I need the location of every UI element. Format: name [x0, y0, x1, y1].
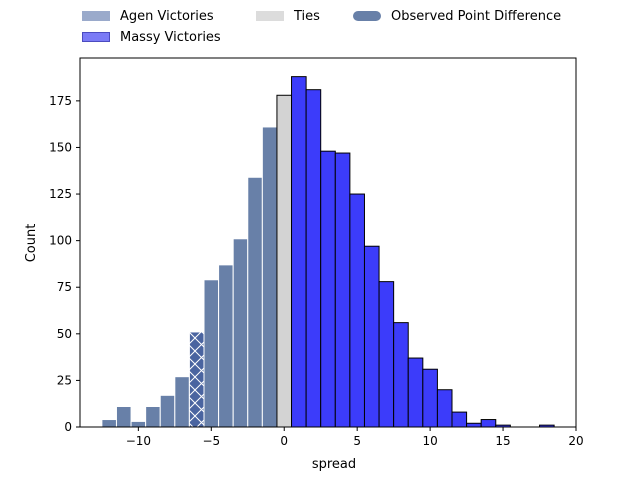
bar-massy-victories-1 — [305, 89, 322, 428]
legend-item-observed: Observed Point Difference — [353, 6, 561, 26]
legend-swatch-massy — [82, 32, 110, 42]
bar-agen-victories-8 — [218, 264, 234, 428]
legend-item-ties: Ties — [256, 6, 320, 26]
bar-agen-victories-7 — [203, 279, 220, 428]
bar-massy-victories-7 — [393, 322, 409, 428]
bar-massy-victories-5 — [363, 245, 380, 428]
bar-agen-victories-5 — [174, 376, 190, 428]
x-tick-label: 0 — [280, 434, 288, 448]
bar-agen-victories-1 — [115, 406, 132, 428]
bar-observed-hatch — [189, 331, 204, 427]
y-tick-label: 175 — [49, 94, 72, 108]
bar-massy-victories-11 — [451, 411, 468, 428]
y-tick-label: 125 — [49, 187, 72, 201]
bar-massy-victories-13 — [480, 419, 497, 428]
x-tick-label: 20 — [568, 434, 583, 448]
x-tick-label: −5 — [202, 434, 220, 448]
bar-massy-victories-3 — [334, 152, 351, 428]
axes-layer: −10 −5 0 5 10 15 20 0 25 50 75 100 125 150 175 — [49, 57, 584, 448]
plot-frame — [79, 57, 577, 428]
bar-ties-0 — [276, 94, 293, 428]
bars-layer — [101, 76, 555, 428]
legend-label-observed: Observed Point Difference — [391, 8, 562, 24]
legend-label-ties: Ties — [294, 8, 320, 24]
legend-item-agen: Agen Victories — [82, 6, 214, 26]
y-tick-label: 75 — [57, 280, 72, 294]
x-axis-label: spread — [312, 457, 356, 472]
bar-agen-victories-0 — [101, 419, 117, 428]
bar-agen-victories-4 — [159, 394, 176, 428]
bar-agen-victories-11 — [261, 126, 278, 428]
x-tick-label: 10 — [422, 434, 437, 448]
y-tick-label: 150 — [49, 140, 72, 154]
bar-massy-victories-2 — [320, 150, 336, 428]
legend-label-agen: Agen Victories — [120, 8, 214, 24]
x-tick-label: 15 — [495, 434, 510, 448]
bar-agen-victories-2 — [130, 420, 147, 428]
bar-agen-victories-10 — [247, 176, 263, 428]
bar-massy-victories-12 — [466, 422, 482, 428]
y-tick-label: 25 — [57, 373, 72, 387]
bar-massy-victories-6 — [378, 281, 395, 428]
bar-massy-victories-8 — [407, 357, 424, 428]
y-axis-label: Count — [24, 224, 39, 263]
legend-label-massy: Massy Victories — [120, 29, 221, 45]
bar-agen-victories-3 — [145, 406, 161, 428]
x-tick-label: −10 — [126, 434, 151, 448]
y-tick-label: 100 — [49, 234, 72, 248]
legend-swatch-observed — [353, 11, 381, 21]
bar-massy-victories-4 — [349, 193, 365, 428]
legend: Agen Victories Massy Victories Ties Obse… — [82, 6, 602, 50]
legend-swatch-agen — [82, 11, 110, 21]
legend-item-massy: Massy Victories — [82, 27, 221, 47]
bar-agen-victories-9 — [232, 238, 249, 428]
legend-swatch-ties — [256, 11, 284, 21]
bar-massy-victories-0 — [291, 76, 307, 428]
y-tick-label: 50 — [57, 327, 72, 341]
bar-massy-victories-10 — [436, 389, 453, 428]
y-tick-label: 0 — [64, 420, 72, 434]
bar-massy-victories-9 — [422, 368, 438, 428]
x-tick-label: 5 — [353, 434, 361, 448]
